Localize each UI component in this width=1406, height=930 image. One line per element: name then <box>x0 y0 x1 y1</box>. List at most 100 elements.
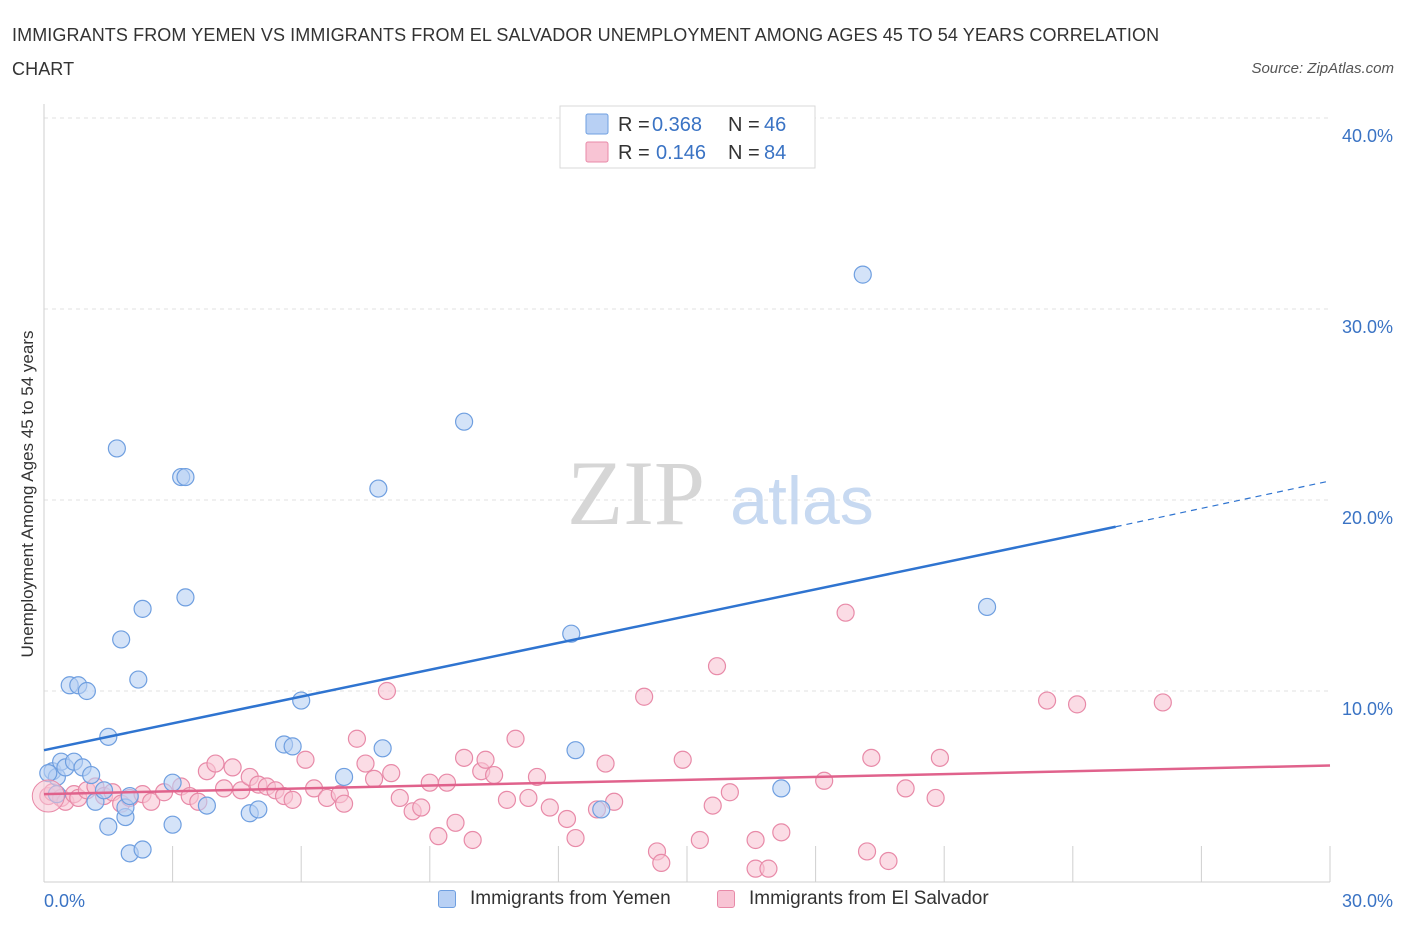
salvador-point <box>476 750 495 769</box>
watermark-zip: ZIP <box>567 442 705 544</box>
yemen-point <box>562 624 581 643</box>
salvador-point <box>557 809 577 829</box>
salvador-point <box>540 798 559 817</box>
salvador-point <box>347 729 367 748</box>
salvador-point <box>334 794 354 813</box>
legend-salvador-swatch <box>585 141 609 163</box>
salvador-point <box>720 783 739 802</box>
axis-layer: 10.0% 20.0% 30.0% 40.0% 0.0% 30.0% <box>43 104 1393 911</box>
legend-salvador-n-label: N = <box>728 142 760 164</box>
yemen-point <box>977 597 997 617</box>
watermark: ZIP atlas <box>567 442 874 544</box>
legend-salvador-r-label: R = <box>618 142 650 164</box>
yemen-point <box>112 630 131 649</box>
salvador-point <box>412 798 431 817</box>
yemen-point <box>283 737 302 756</box>
salvador-point <box>454 748 474 767</box>
salvador-point <box>364 769 384 788</box>
trend-layer <box>43 480 1331 796</box>
legend-yemen-n-value: 46 <box>764 114 786 136</box>
salvador-point <box>519 788 538 808</box>
y-tick-label: 10.0% <box>1342 699 1393 719</box>
y-tick-label: 40.0% <box>1342 126 1393 146</box>
legend-top: R = 0.368 N = 46 R = 0.146 N = 84 <box>559 105 816 169</box>
salvador-point <box>815 771 834 790</box>
chart-title: IMMIGRANTS FROM YEMEN VS IMMIGRANTS FROM… <box>12 25 1160 79</box>
salvador-point <box>896 779 915 798</box>
salvador-point <box>527 767 547 787</box>
y-axis-label: Unemployment Among Ages 45 to 54 years <box>18 331 37 658</box>
salvador-point <box>463 830 482 850</box>
salvador-point <box>206 754 225 773</box>
salvador-point <box>690 830 709 850</box>
yemen-point <box>163 773 182 792</box>
salvador-point-cluster <box>31 779 65 813</box>
salvador-point <box>1153 693 1172 712</box>
grid-layer <box>44 117 1330 692</box>
salvador-point <box>437 773 457 792</box>
legend-yemen-square <box>438 890 456 908</box>
yemen-point <box>107 439 126 458</box>
yemen-point <box>77 681 96 701</box>
yemen-trend-extension <box>1115 480 1331 528</box>
yemen-point <box>163 815 182 834</box>
yemen-point <box>334 767 354 787</box>
yemen-point <box>176 588 195 607</box>
yemen-point <box>454 412 474 431</box>
yemen-point <box>592 800 611 819</box>
salvador-point <box>429 827 448 846</box>
salvador-point <box>497 790 517 809</box>
source-label: Source: ZipAtlas.com <box>1251 60 1394 77</box>
salvador-point <box>506 729 525 748</box>
salvador-point <box>485 765 504 785</box>
yemen-trend-line <box>43 525 1116 752</box>
salvador-point <box>1037 691 1057 710</box>
salvador-point <box>283 790 302 809</box>
yemen-point <box>369 479 388 498</box>
salvador-point <box>296 750 315 769</box>
salvador-point <box>214 779 234 798</box>
legend-yemen-n-label: N = <box>728 114 760 136</box>
salvador-point <box>635 687 654 706</box>
salvador-trend-line <box>43 764 1331 796</box>
yemen-point <box>129 670 148 689</box>
salvador-point <box>930 748 950 767</box>
yemen-point <box>39 764 58 783</box>
yemen-point <box>772 779 791 798</box>
salvador-point <box>377 681 397 701</box>
yemen-point <box>176 467 195 487</box>
y-tick-label: 30.0% <box>1342 317 1393 337</box>
salvador-point <box>446 813 465 832</box>
yemen-point <box>197 796 216 815</box>
yemen-point <box>82 765 101 785</box>
yemen-point <box>853 265 872 284</box>
salvador-point <box>652 853 671 873</box>
salvador-point <box>857 842 877 861</box>
salvador-point <box>390 788 409 808</box>
x-tick-label-max: 30.0% <box>1342 891 1393 911</box>
legend-yemen-swatch <box>585 113 609 135</box>
yemen-point <box>99 817 118 836</box>
y-tick-label: 20.0% <box>1342 508 1393 528</box>
legend-yemen-r-label: R = <box>618 114 650 136</box>
yemen-point <box>94 781 114 800</box>
yemen-point <box>566 741 585 760</box>
yemen-point <box>373 739 392 758</box>
yemen-point <box>133 840 152 859</box>
legend-salvador-n-value: 84 <box>764 142 786 164</box>
legend-salvador-square <box>717 890 735 908</box>
salvador-point <box>772 823 791 842</box>
legend-salvador-r-value: 0.146 <box>656 142 706 164</box>
salvador-point <box>836 603 855 622</box>
legend-yemen-label: Immigrants from Yemen <box>470 888 671 909</box>
salvador-point <box>223 758 242 777</box>
yemen-point <box>249 800 268 819</box>
salvador-point <box>926 788 945 808</box>
salvador-point <box>703 796 722 815</box>
yemen-point <box>120 786 139 806</box>
salvador-point <box>142 792 161 811</box>
salvador-point <box>879 851 898 871</box>
legend-bottom: Immigrants from Yemen Immigrants from El… <box>0 888 1406 918</box>
salvador-point <box>707 657 727 676</box>
salvador-point <box>596 754 615 773</box>
